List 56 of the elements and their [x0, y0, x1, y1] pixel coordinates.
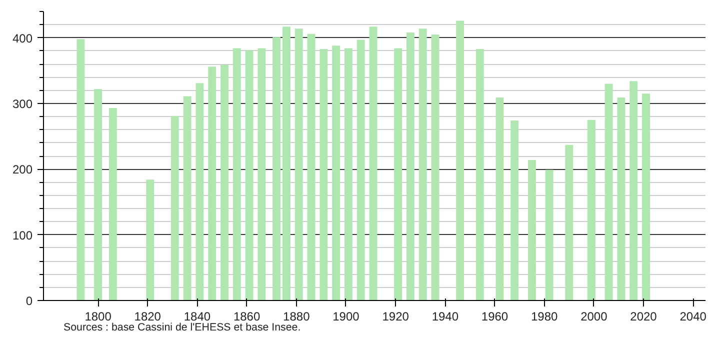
bar — [642, 94, 650, 300]
bar — [108, 108, 117, 300]
y-tick-label: 400 — [12, 31, 33, 46]
bar — [476, 48, 484, 300]
bar — [94, 89, 102, 300]
bar — [282, 26, 290, 300]
x-tick-label: 1800 — [84, 310, 112, 324]
bar — [369, 26, 378, 300]
bar — [617, 98, 626, 300]
x-tick-label: 1960 — [481, 310, 508, 324]
bar — [146, 180, 154, 300]
x-tick-label: 1880 — [283, 310, 310, 324]
x-tick-label: 1980 — [530, 310, 558, 324]
bar — [356, 40, 365, 300]
bar — [332, 46, 340, 300]
y-tick-label: 0 — [26, 294, 33, 308]
x-tick-label: 1940 — [432, 310, 459, 324]
bar — [170, 116, 179, 300]
bar — [272, 37, 281, 300]
bar — [510, 120, 519, 300]
bar — [456, 20, 464, 300]
source-note: Sources : base Cassini de l'EHESS et base Insee. — [64, 322, 301, 334]
bar — [208, 66, 216, 300]
y-tick-label: 300 — [12, 96, 33, 111]
bar — [258, 48, 266, 300]
bar — [545, 170, 554, 300]
bar — [604, 84, 613, 300]
x-tick-label: 2020 — [630, 310, 658, 324]
bar — [406, 32, 414, 300]
x-tick-label: 2000 — [580, 310, 608, 324]
bar — [528, 160, 536, 300]
x-tick-label: 1860 — [233, 310, 260, 324]
y-tick-label: 200 — [12, 162, 33, 177]
bar — [418, 28, 427, 300]
bar — [587, 120, 596, 300]
bar — [565, 144, 574, 300]
bar — [294, 28, 303, 300]
bar — [344, 48, 352, 300]
x-tick-label: 2040 — [680, 310, 707, 324]
bar — [220, 64, 228, 300]
x-tick-label: 1820 — [134, 310, 162, 324]
x-tick-label: 1920 — [382, 310, 410, 324]
bar — [307, 34, 316, 300]
bar — [496, 98, 504, 300]
bar — [196, 83, 204, 300]
bar — [630, 81, 638, 300]
bar — [320, 48, 328, 300]
x-tick-label: 1900 — [332, 310, 360, 324]
bar — [394, 48, 402, 300]
x-tick-label: 1840 — [184, 310, 211, 324]
bar — [245, 50, 254, 300]
bar — [76, 39, 85, 300]
y-tick-label: 100 — [12, 228, 33, 242]
bar — [232, 48, 241, 300]
bar — [431, 34, 440, 300]
bar — [183, 96, 192, 300]
